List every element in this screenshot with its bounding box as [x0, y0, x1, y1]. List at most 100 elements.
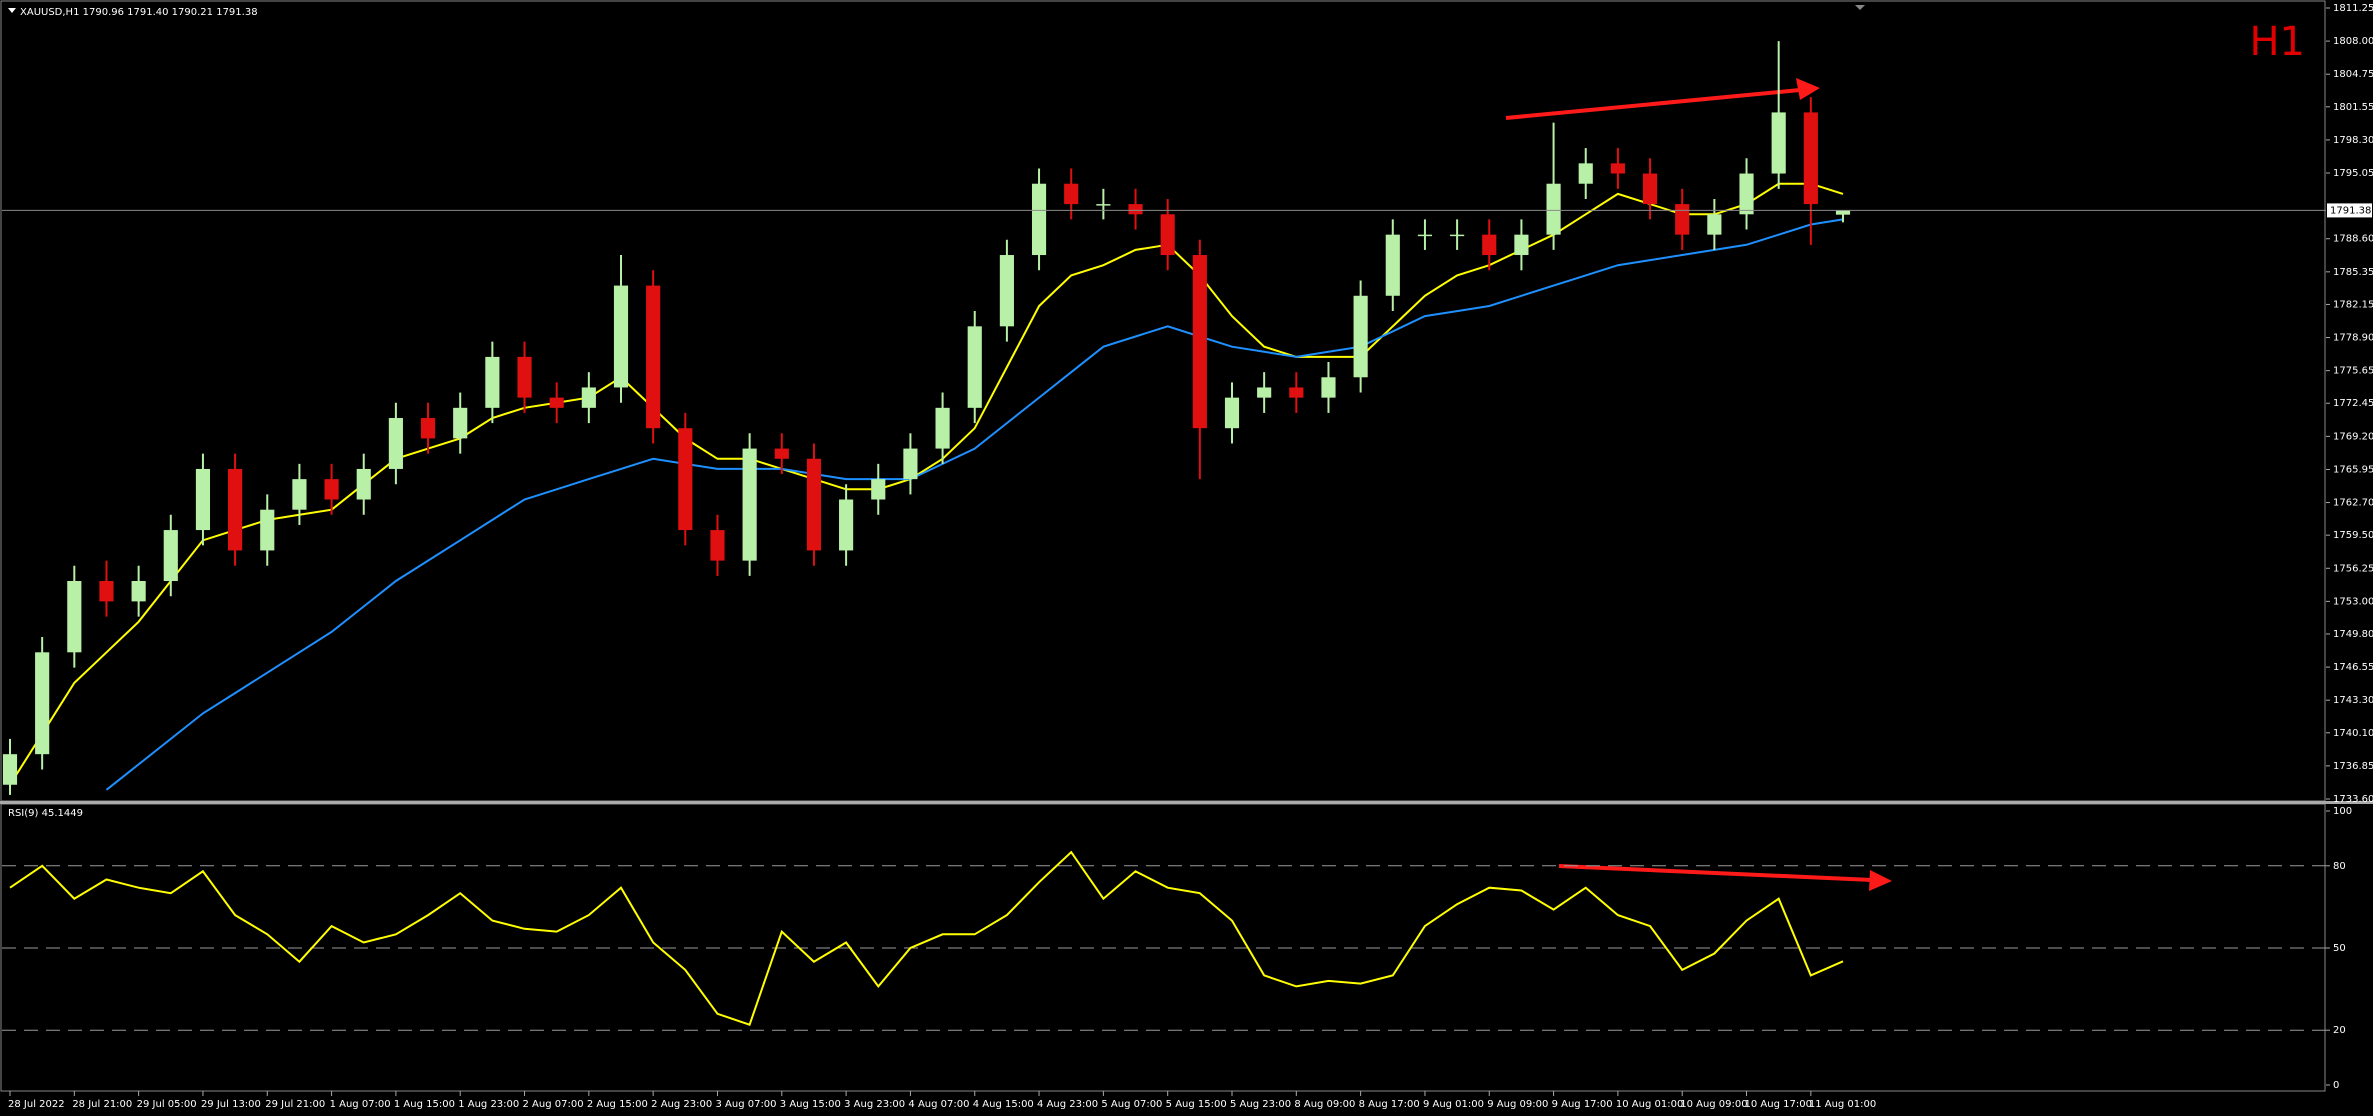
y-tick-label: 1746.55	[2333, 662, 2373, 673]
candle-body	[1192, 255, 1207, 429]
x-tick-label: 29 Jul 21:00	[265, 1099, 325, 1110]
candle-body	[1353, 295, 1368, 378]
trend-arrow	[1505, 78, 1820, 120]
candle-body	[742, 448, 757, 561]
x-tick-label: 3 Aug 23:00	[844, 1099, 905, 1110]
candle-body	[1771, 112, 1786, 174]
y-tick-label: 1788.60	[2333, 234, 2373, 245]
y-tick-label: 80	[2333, 861, 2346, 872]
candle-body	[35, 652, 50, 755]
y-tick-label: 1804.75	[2333, 69, 2373, 80]
candle-body	[1160, 214, 1175, 256]
candle-body	[774, 448, 789, 459]
candle-body	[613, 285, 629, 388]
candle-body	[1514, 234, 1529, 256]
candle-body	[581, 387, 596, 408]
candle-body	[1385, 234, 1400, 296]
x-tick-label: 10 Aug 01:00	[1616, 1099, 1683, 1110]
y-tick-label: 1743.30	[2333, 695, 2373, 706]
x-tick-label: 8 Aug 09:00	[1294, 1099, 1355, 1110]
candle-body	[1450, 234, 1465, 237]
timeframe-label: H1	[2249, 19, 2305, 65]
candle-body	[1289, 387, 1304, 398]
candle-body	[324, 479, 339, 500]
x-tick-label: 3 Aug 15:00	[780, 1099, 841, 1110]
x-tick-label: 1 Aug 07:00	[330, 1099, 391, 1110]
candle-body	[1482, 234, 1497, 256]
candle-body	[195, 468, 211, 531]
y-tick-label: 1765.95	[2333, 464, 2373, 475]
y-tick-label: 1808.00	[2333, 36, 2373, 47]
candle-body	[292, 479, 307, 510]
x-tick-label: 9 Aug 09:00	[1487, 1099, 1548, 1110]
x-tick-label: 2 Aug 07:00	[523, 1099, 584, 1110]
y-tick-label: 1772.45	[2333, 398, 2373, 409]
y-tick-label: 1736.85	[2333, 761, 2373, 772]
y-tick-label: 20	[2333, 1025, 2346, 1036]
candle-body	[903, 448, 918, 480]
candle-body	[99, 581, 114, 602]
candle-body	[388, 418, 403, 469]
y-tick-label: 1756.25	[2333, 563, 2373, 574]
price-tag-label: 1791.38	[2330, 205, 2371, 216]
y-tick-label: 1801.55	[2333, 102, 2373, 113]
candle-body	[646, 285, 661, 429]
candle-body	[806, 458, 822, 551]
rsi-line	[9, 850, 1844, 1026]
menu-triangle	[8, 8, 16, 13]
candle-body	[1031, 183, 1047, 256]
y-tick-label: 1762.70	[2333, 498, 2373, 509]
y-tick-label: 1740.10	[2333, 728, 2373, 739]
x-tick-label: 2 Aug 23:00	[651, 1099, 712, 1110]
candle-body	[1257, 387, 1272, 398]
candle-body	[871, 479, 886, 500]
y-tick-label: 100	[2333, 806, 2352, 817]
candle-body	[935, 407, 950, 449]
x-tick-label: 5 Aug 07:00	[1101, 1099, 1162, 1110]
candle-body	[967, 326, 982, 408]
candle-body	[1546, 183, 1561, 235]
x-tick-label: 9 Aug 01:00	[1423, 1099, 1484, 1110]
candle-body	[678, 428, 693, 531]
y-tick-label: 1749.80	[2333, 629, 2373, 640]
x-tick-label: 1 Aug 15:00	[394, 1099, 455, 1110]
candle-body	[1578, 163, 1593, 184]
candle-body	[710, 530, 725, 561]
candle-body	[1675, 204, 1690, 235]
moving-average	[105, 218, 1844, 791]
candle-body	[1064, 183, 1079, 205]
y-tick-label: 1775.65	[2333, 366, 2373, 377]
y-tick-label: 1753.00	[2333, 596, 2373, 607]
candle-body	[228, 468, 243, 551]
candle-body	[260, 509, 275, 551]
x-tick-label: 2 Aug 15:00	[587, 1099, 648, 1110]
candle-body	[1835, 210, 1851, 215]
candle-body	[1803, 112, 1818, 205]
candle-body	[1707, 214, 1722, 235]
scroll-marker	[1855, 5, 1865, 10]
x-tick-label: 5 Aug 23:00	[1230, 1099, 1291, 1110]
candle-body	[1417, 234, 1433, 237]
x-tick-label: 4 Aug 07:00	[908, 1099, 969, 1110]
candle-body	[999, 255, 1014, 327]
y-tick-label: 1778.90	[2333, 333, 2373, 344]
x-tick-label: 5 Aug 15:00	[1166, 1099, 1227, 1110]
candle-body	[67, 581, 82, 653]
candle-body	[517, 356, 532, 398]
candle-body	[839, 499, 854, 551]
x-tick-label: 4 Aug 23:00	[1037, 1099, 1098, 1110]
y-tick-label: 1795.05	[2333, 168, 2373, 179]
y-tick-label: 0	[2333, 1080, 2339, 1091]
candle-body	[1128, 204, 1143, 215]
x-tick-label: 11 Aug 01:00	[1809, 1099, 1876, 1110]
y-tick-label: 1782.15	[2333, 299, 2373, 310]
candle-body	[453, 407, 468, 439]
y-tick-label: 1785.35	[2333, 267, 2373, 278]
y-tick-label: 1798.30	[2333, 135, 2373, 146]
rsi-trend-arrow	[1558, 864, 1892, 891]
candle-body	[2, 754, 18, 785]
candle-body	[1096, 204, 1111, 206]
x-tick-label: 29 Jul 13:00	[201, 1099, 261, 1110]
x-tick-label: 4 Aug 15:00	[973, 1099, 1034, 1110]
